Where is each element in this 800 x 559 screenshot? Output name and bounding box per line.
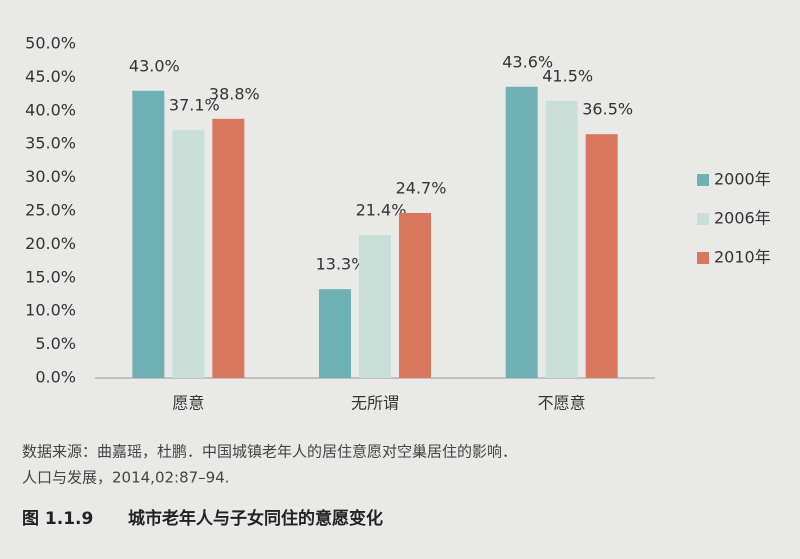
value-label: 36.5% — [582, 100, 633, 119]
value-label: 24.7% — [396, 179, 447, 198]
value-label: 13.3% — [316, 255, 367, 274]
figure-number: 图 1.1.9 — [22, 509, 93, 529]
bar — [132, 90, 165, 378]
bar — [172, 130, 205, 378]
value-label: 43.6% — [502, 52, 553, 71]
y-tick-label: 45.0% — [25, 67, 76, 86]
legend-swatch — [697, 174, 709, 186]
x-tick-label: 无所谓 — [351, 394, 399, 413]
bar — [545, 100, 578, 378]
legend-swatch — [697, 252, 709, 264]
legend-label: 2000年 — [714, 170, 771, 189]
source-line: 数据来源：曲嘉瑶，杜鹏．中国城镇老年人的居住意愿对空巢居住的影响． — [22, 443, 517, 461]
legend-swatch — [697, 213, 709, 225]
y-tick-label: 5.0% — [35, 334, 76, 353]
y-tick-label: 10.0% — [25, 301, 76, 320]
value-label: 41.5% — [542, 66, 593, 85]
bar — [505, 86, 538, 378]
bar — [399, 213, 431, 378]
value-label: 21.4% — [356, 201, 407, 220]
y-tick-label: 30.0% — [25, 167, 76, 186]
y-tick-label: 50.0% — [25, 34, 76, 53]
y-tick-label: 20.0% — [25, 234, 76, 253]
y-tick-label: 0.0% — [35, 368, 76, 387]
chart-title: 城市老年人与子女同住的意愿变化 — [128, 508, 383, 529]
value-label: 43.0% — [129, 56, 180, 75]
x-tick-label: 愿意 — [172, 394, 204, 413]
y-tick-label: 35.0% — [25, 134, 76, 153]
legend-label: 2010年 — [714, 248, 771, 267]
value-label: 37.1% — [169, 96, 220, 115]
y-tick-label: 25.0% — [25, 201, 76, 220]
bar — [585, 134, 618, 378]
bar — [212, 118, 245, 378]
x-tick-label: 不愿意 — [538, 394, 586, 413]
legend-label: 2006年 — [714, 209, 771, 228]
value-label: 38.8% — [209, 84, 260, 103]
source-line: 人口与发展，2014,02:87–94. — [22, 469, 230, 487]
y-tick-label: 40.0% — [25, 100, 76, 119]
y-tick-label: 15.0% — [25, 267, 76, 286]
bar — [319, 289, 351, 378]
bar — [359, 235, 391, 378]
